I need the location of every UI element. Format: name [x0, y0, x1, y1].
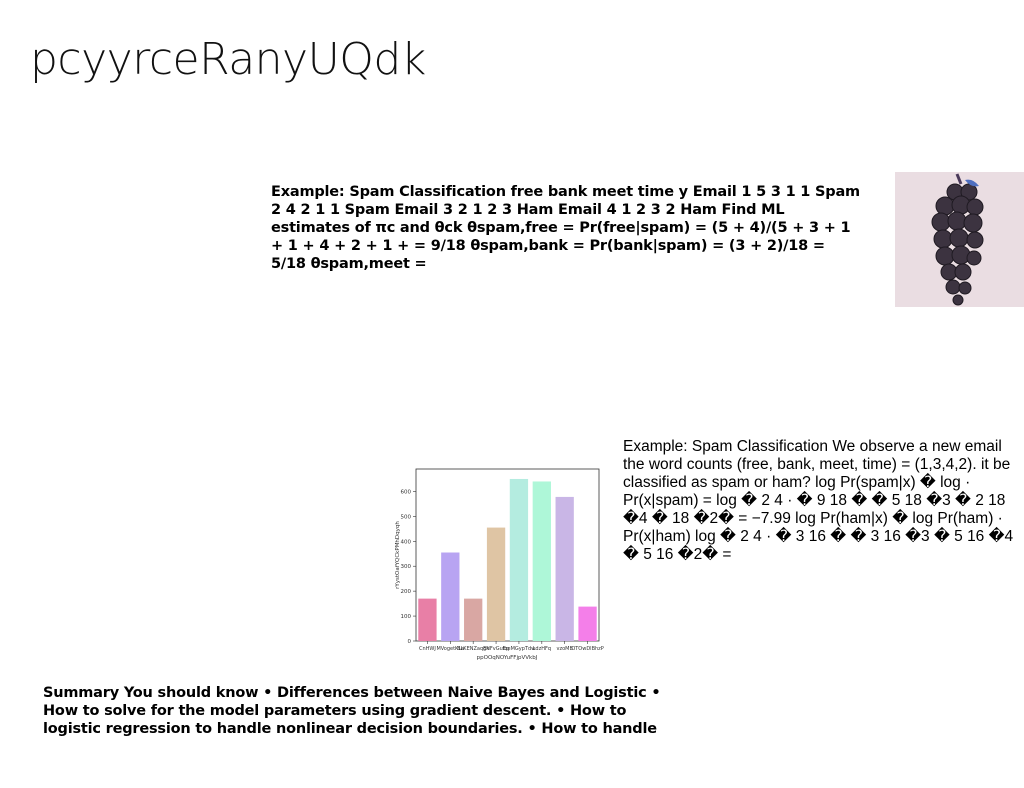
chart-x-label: ppOOqNOYuFFjpVVkbJ [477, 655, 538, 661]
y-tick-label: 300 [401, 564, 412, 570]
bar-chart: 0 100 200 300 400 500 600 CnHWJ MVogetKLaBLKENZ… [395, 468, 604, 661]
x-tick-label: BLKENZaqEx [457, 646, 489, 652]
spam-example-text: Example: Spam Classification free bank m… [271, 184, 860, 272]
y-tick-label: 100 [401, 614, 412, 620]
grapes-icon [895, 172, 1024, 307]
y-tick-label: 600 [401, 489, 412, 495]
x-tick-label: vzoMB [556, 646, 573, 652]
y-tick-label: 400 [401, 539, 412, 545]
bar-LdzHFq [532, 481, 551, 641]
page-title: pcyyrceRanyUQdk [30, 34, 426, 85]
bar-BLKENZaqEx [464, 598, 483, 641]
spam-classification-text: Example: Spam Classification We observe … [623, 438, 1014, 563]
x-tick-label: fqeMGypTdw [503, 646, 536, 652]
chart-y-label: rYystOafYQCkPMhDqyqh [395, 521, 401, 589]
bar-CnHWJ [418, 598, 437, 641]
x-tick-label: LdzHFq [533, 646, 551, 652]
x-tick-label: MVogetKLa [436, 646, 464, 652]
bar-vzoMB [555, 496, 574, 641]
y-tick-label: 500 [401, 514, 412, 520]
x-tick-label: OTOwDlBhzP [571, 646, 604, 652]
bar-MVogetKLa [441, 552, 460, 641]
y-tick-label: 200 [401, 589, 412, 595]
bar-fqeMGypTdw [509, 478, 529, 641]
grapes-photo [895, 172, 1024, 307]
summary-text: Summary You should know • Differences be… [43, 685, 661, 737]
bar-OTOwDlBhzP [578, 606, 597, 641]
x-tick-label: gNFvGuEq [483, 646, 509, 652]
x-tick-label: CnHWJ [419, 646, 436, 652]
bar-gNFvGuEq [486, 527, 506, 641]
y-tick-label: 0 [408, 639, 412, 645]
